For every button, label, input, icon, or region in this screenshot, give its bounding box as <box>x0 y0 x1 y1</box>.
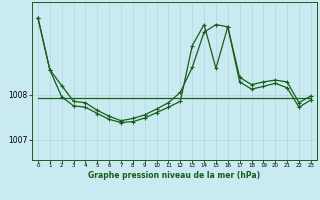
X-axis label: Graphe pression niveau de la mer (hPa): Graphe pression niveau de la mer (hPa) <box>88 171 260 180</box>
